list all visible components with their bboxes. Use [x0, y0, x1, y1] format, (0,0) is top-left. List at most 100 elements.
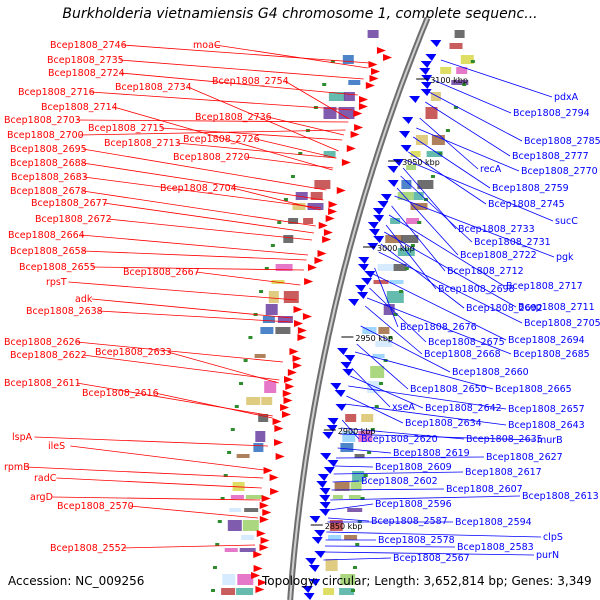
- feature-block: [325, 559, 338, 571]
- gene-label-reverse: clpS: [543, 532, 563, 543]
- gene-label-reverse: Bcep1808_2698: [438, 284, 515, 295]
- label-connector-reverse: [408, 151, 487, 205]
- feature-block: [288, 218, 299, 224]
- forward-gene-arrow: [297, 327, 307, 334]
- feature-block: [260, 327, 274, 334]
- gene-label-reverse: Bcep1808_2634: [405, 418, 482, 429]
- label-connector-reverse: [372, 273, 507, 341]
- reverse-gene-arrow: [377, 201, 389, 208]
- gene-label-reverse: Bcep1808_2759: [492, 183, 569, 194]
- label-connector-reverse: [334, 465, 374, 468]
- gene-label-forward: Bcep1808_2672: [35, 214, 112, 225]
- feature-tracks: [211, 16, 475, 600]
- label-connector-reverse: [351, 367, 391, 408]
- forward-gene-arrow: [259, 516, 269, 523]
- label-connector-reverse: [346, 395, 404, 424]
- genome-backbone: [287, 16, 431, 600]
- reverse-gene-arrow: [355, 285, 367, 292]
- track-tick-marker: [234, 405, 239, 408]
- gene-label-forward: Bcep1808_2695: [10, 144, 87, 155]
- label-connector-forward: [103, 202, 314, 234]
- feature-block: [367, 381, 381, 393]
- reverse-gene-arrow: [311, 537, 323, 544]
- forward-gene-arrow: [292, 355, 302, 362]
- gene-label-forward: Bcep1808_2678: [10, 186, 87, 197]
- label-connector-forward: [98, 310, 292, 323]
- label-connector-reverse: [356, 343, 409, 390]
- feature-block: [348, 80, 361, 85]
- label-connector-reverse: [374, 267, 399, 328]
- gene-label-reverse: Bcep1808_2717: [506, 281, 583, 292]
- label-connector-forward: [107, 218, 313, 241]
- reverse-gene-arrow: [373, 215, 385, 222]
- label-connector-reverse: [328, 503, 374, 511]
- gene-label-reverse: Bcep1808_2619: [393, 448, 470, 459]
- feature-block: [373, 280, 389, 284]
- forward-gene-arrow: [287, 369, 297, 376]
- reverse-gene-arrow: [305, 558, 317, 565]
- gene-label-forward: Bcep1808_2746: [50, 40, 127, 51]
- track-tick-marker: [352, 566, 357, 569]
- feature-block: [229, 508, 242, 512]
- gene-label-reverse: pgk: [556, 252, 574, 263]
- track-tick-marker: [363, 474, 368, 477]
- label-connector-forward: [91, 298, 293, 319]
- label-connector-reverse: [412, 136, 491, 189]
- label-connector-forward: [26, 466, 264, 479]
- gene-labels: 3100 kbp 3050 kbp 3000 kbp 2950 kbp 2900 kbp…: [4, 40, 600, 564]
- reverse-gene-arrow: [335, 404, 347, 411]
- gene-label-reverse: purN: [536, 550, 559, 561]
- gene-label-reverse: Bcep1808_2627: [486, 452, 563, 463]
- forward-gene-arrow: [307, 264, 317, 271]
- reverse-gene-arrow: [400, 145, 412, 152]
- feature-block: [268, 291, 279, 303]
- feature-block: [334, 482, 350, 491]
- label-connector-reverse: [332, 480, 360, 483]
- kbp-tick-label: 3100 kbp: [430, 76, 468, 85]
- gene-label-reverse: Bcep1808_2711: [518, 302, 595, 313]
- track-tick-marker: [388, 336, 393, 339]
- track-tick-marker: [283, 198, 288, 201]
- label-connector-reverse: [405, 159, 554, 222]
- label-connector-reverse: [324, 551, 535, 556]
- forward-gene-arrow: [274, 425, 284, 432]
- map-title: Burkholderia vietnamiensis G4 chromosome…: [62, 6, 538, 22]
- label-connector-forward: [79, 129, 346, 136]
- feature-block: [255, 431, 266, 442]
- label-connector-reverse: [354, 351, 494, 390]
- kbp-tick-label: 2950 kbp: [355, 334, 393, 343]
- feature-block: [401, 235, 419, 243]
- label-connector-reverse: [425, 101, 511, 157]
- forward-gene-arrow: [280, 404, 290, 411]
- track-tick-marker: [248, 336, 253, 339]
- feature-block: [460, 55, 474, 64]
- feature-block: [292, 203, 306, 210]
- feature-block: [295, 192, 308, 200]
- gene-label-forward: rpsT: [46, 277, 67, 288]
- track-tick-marker: [355, 543, 360, 546]
- label-connector-reverse: [384, 231, 517, 308]
- feature-block: [390, 218, 401, 224]
- reverse-gene-arrow: [326, 425, 338, 432]
- label-connector-forward: [82, 250, 307, 261]
- gene-label-forward: Bcep1808_2720: [173, 152, 250, 163]
- forward-gene-arrow: [368, 61, 378, 68]
- feature-block: [310, 192, 323, 200]
- label-connector-forward: [284, 80, 350, 120]
- gene-label-reverse: Bcep1808_2777: [512, 151, 589, 162]
- forward-gene-arrow: [275, 453, 285, 460]
- label-connector-forward: [187, 86, 339, 152]
- feature-block: [343, 92, 355, 101]
- track-tick-marker: [277, 221, 282, 224]
- forward-gene-arrow: [251, 572, 261, 579]
- track-tick-marker: [370, 428, 375, 431]
- feature-block: [426, 151, 443, 157]
- reverse-gene-arrow: [372, 208, 384, 215]
- track-tick-marker: [410, 244, 415, 247]
- label-connector-forward: [80, 234, 308, 256]
- forward-gene-arrow: [318, 222, 328, 229]
- feature-block: [340, 443, 354, 452]
- track-tick-marker: [430, 175, 435, 178]
- forward-gene-arrow: [350, 131, 360, 138]
- feature-block: [393, 264, 407, 271]
